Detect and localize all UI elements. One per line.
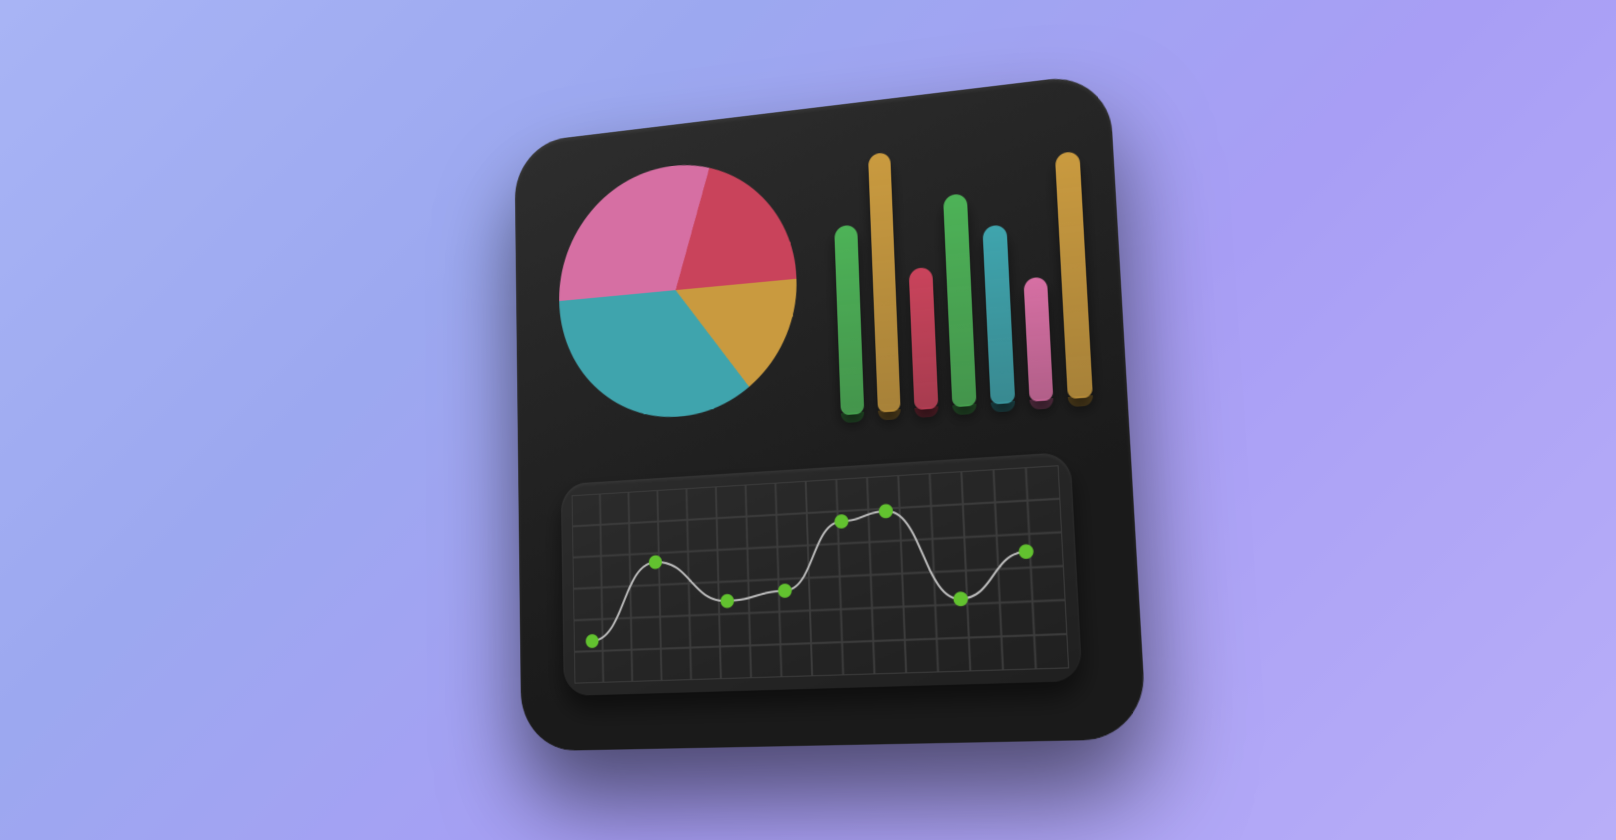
bar: [868, 152, 901, 413]
line-chart: [572, 465, 1070, 683]
bar: [943, 193, 976, 407]
line-chart-panel: [561, 452, 1083, 696]
bar: [1023, 276, 1054, 401]
bar: [982, 224, 1015, 404]
bar: [834, 224, 864, 415]
bar: [1055, 151, 1093, 399]
bar: [909, 267, 938, 410]
dashboard-panel: [514, 72, 1147, 751]
bar-chart: [831, 111, 1093, 416]
stage: [488, 100, 1128, 740]
donut-chart: [566, 157, 807, 427]
